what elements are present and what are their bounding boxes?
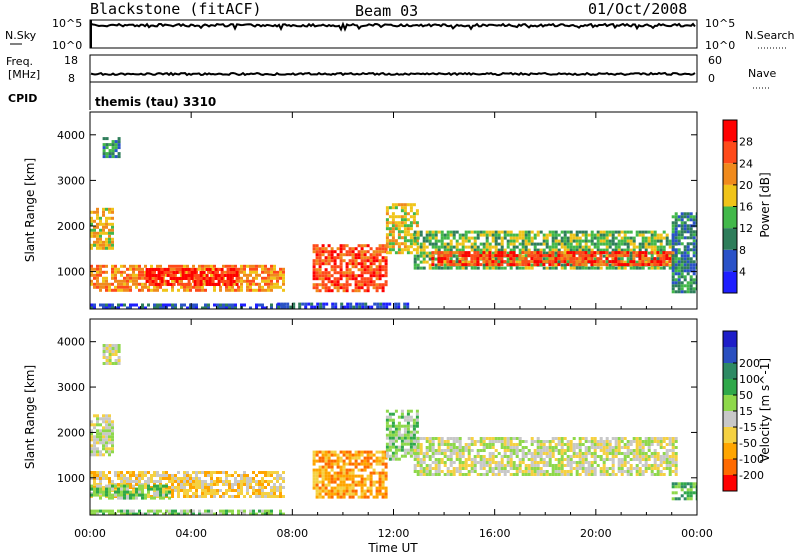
power-ytick-label-0: 1000	[57, 266, 85, 279]
velocity-colorbar-swatch-3	[723, 427, 737, 443]
power-colorbar-swatch-1	[723, 250, 737, 272]
velocity-region-7	[414, 437, 678, 476]
nsearch-tick-top: 10^5	[705, 17, 735, 30]
power-colorbar-swatch-5	[723, 163, 737, 185]
power-colorbar-swatch-7	[723, 120, 737, 142]
cpid-row: CPID themis (tau) 3310	[8, 82, 216, 110]
velocity-panel: 1000 2000 3000 4000 00:00 04:00 08:00 12:00 16:…	[23, 319, 772, 554]
cpid-value: themis (tau) 3310	[95, 95, 216, 109]
power-colorbar-tick-1: 8	[739, 244, 746, 257]
power-region-3	[146, 268, 239, 286]
power-colorbar-swatch-0	[723, 271, 737, 293]
velocity-colorbar-swatch-9	[723, 331, 737, 347]
power-panel: 1000 2000 3000 4000 Slant Range [km] 4 8 12 16…	[23, 112, 772, 312]
power-region-7	[386, 203, 419, 254]
velocity-xtick-label-1: 04:00	[175, 527, 207, 540]
power-colorbar-tick-4: 20	[739, 179, 753, 192]
power-data-layer	[90, 137, 699, 312]
velocity-colorbar-swatch-6	[723, 379, 737, 395]
freq-panel: Freq. [MHz] 18 8 60 0 Nave	[6, 54, 776, 88]
velocity-colorbar-tick-0: -200	[739, 469, 764, 482]
velocity-colorbar-swatch-2	[723, 443, 737, 459]
power-region-5	[313, 244, 388, 292]
velocity-colorbar-tick-3: -15	[739, 421, 757, 434]
power-colorbar-swatch-2	[723, 228, 737, 250]
velocity-colorbar-tick-4: 15	[739, 405, 753, 418]
power-colorbar-tick-5: 24	[739, 157, 753, 170]
nsky-trace	[91, 24, 695, 29]
date-label: 01/Oct/2008	[588, 0, 687, 18]
power-colorbar: 4 8 12 16 20 24 28	[723, 120, 753, 293]
nsky-tick-bottom: 10^0	[52, 39, 82, 52]
freq-frame	[90, 55, 697, 82]
power-ytick-label-1: 2000	[57, 220, 85, 233]
beam-label: Beam 03	[355, 2, 418, 20]
velocity-region-0	[90, 414, 114, 456]
velocity-region-5	[313, 451, 388, 499]
power-colorbar-tick-0: 4	[739, 265, 746, 278]
power-ylabel: Slant Range [km]	[23, 158, 37, 262]
power-colorbar-tick-2: 12	[739, 222, 753, 235]
velocity-xtick-label-4: 16:00	[479, 527, 511, 540]
power-colorbar-tick-3: 16	[739, 201, 753, 214]
power-ytick-label-3: 4000	[57, 129, 85, 142]
velocity-x-axis: 00:00 04:00 08:00 12:00 16:00 20:00 00:00	[74, 319, 713, 540]
power-region-9	[431, 251, 674, 266]
velocity-ytick-label-1: 2000	[57, 426, 85, 439]
nsearch-tick-bottom: 10^0	[705, 39, 735, 52]
velocity-data-layer	[90, 344, 699, 516]
velocity-colorbar-swatch-7	[723, 363, 737, 379]
velocity-xtick-label-3: 12:00	[378, 527, 410, 540]
velocity-ytick-label-3: 4000	[57, 336, 85, 349]
velocity-colorbar-swatch-8	[723, 347, 737, 363]
power-region-1	[103, 137, 121, 158]
power-colorbar-swatch-4	[723, 185, 737, 207]
cpid-label: CPID	[8, 92, 37, 105]
velocity-xtick-label-2: 08:00	[276, 527, 308, 540]
power-colorbar-tick-6: 28	[739, 136, 753, 149]
power-colorbar-label: Power [dB]	[758, 172, 772, 237]
nave-tick-bottom: 0	[708, 72, 715, 85]
velocity-xtick-label-5: 20:00	[580, 527, 612, 540]
velocity-colorbar-swatch-5	[723, 395, 737, 411]
freq-tick-bottom: 8	[68, 72, 75, 85]
power-colorbar-swatch-6	[723, 142, 737, 164]
freq-unit-label: [MHz]	[8, 68, 40, 81]
power-colorbar-swatch-3	[723, 207, 737, 229]
velocity-xtick-label-0: 00:00	[74, 527, 106, 540]
freq-label: Freq.	[6, 55, 33, 68]
velocity-ylabel: Slant Range [km]	[23, 365, 37, 469]
power-ytick-label-2: 3000	[57, 174, 85, 187]
velocity-colorbar-tick-7: 200	[739, 357, 760, 370]
nave-tick-top: 60	[708, 54, 722, 67]
velocity-colorbar-swatch-1	[723, 459, 737, 475]
velocity-xtick-label-6: 00:00	[681, 527, 713, 540]
power-region-10	[672, 212, 699, 293]
velocity-colorbar-label: Velocity [m s^-1]	[758, 358, 772, 462]
freq-tick-top: 18	[64, 54, 78, 67]
nsky-label: N.Sky	[5, 29, 37, 42]
nsearch-label: N.Search	[745, 29, 795, 42]
power-region-0	[90, 208, 114, 250]
nsky-panel: N.Sky 10^5 10^0 10^5 10^0 N.Search	[5, 17, 795, 52]
velocity-colorbar-tick-5: 50	[739, 389, 753, 402]
velocity-colorbar-tick-2: -50	[739, 437, 757, 450]
velocity-ytick-label-2: 3000	[57, 381, 85, 394]
nsky-tick-top: 10^5	[52, 17, 82, 30]
velocity-region-1	[103, 344, 121, 365]
velocity-colorbar-swatch-0	[723, 475, 737, 491]
velocity-ytick-label-0: 1000	[57, 472, 85, 485]
velocity-region-8	[672, 482, 699, 500]
freq-trace	[91, 73, 695, 75]
station-title: Blackstone (fitACF)	[90, 0, 262, 18]
nave-label: Nave	[748, 67, 776, 80]
velocity-colorbar-swatch-4	[723, 411, 737, 427]
x-axis-title: Time UT	[367, 541, 418, 554]
velocity-colorbar-tick-6: 100	[739, 373, 760, 386]
